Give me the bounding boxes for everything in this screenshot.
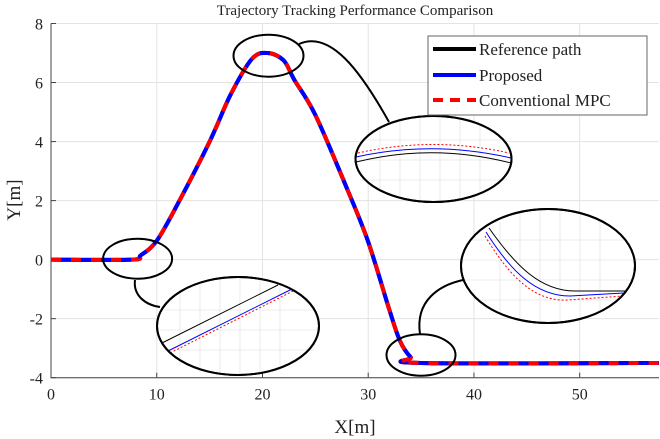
zoom-ellipse-end [385, 333, 457, 377]
x-tick-label: 40 [466, 387, 482, 404]
zoom-inset-peak [354, 115, 513, 203]
chart-title: Trajectory Tracking Performance Comparis… [217, 3, 494, 19]
zoom-connector-start [133, 279, 161, 308]
series-lines [50, 50, 660, 366]
zoom-annotation-peak [232, 33, 513, 203]
legend-item-mpc: Conventional MPC [433, 91, 611, 110]
x-axis-label: X[m] [334, 417, 375, 438]
zoom-connector-peak [298, 40, 390, 123]
y-tick-label: -2 [30, 312, 43, 329]
zoom-annotation-start [102, 237, 320, 376]
y-tick-label: 4 [35, 135, 43, 152]
series-line-conventional-mpc [50, 50, 660, 366]
tick-labels: 0 10 20 30 40 50 -4 -2 0 2 4 6 8 [30, 17, 588, 404]
x-tick-label: 30 [360, 387, 376, 404]
zoom-ellipse-peak [232, 33, 305, 78]
x-tick-label: 20 [254, 387, 270, 404]
legend: Reference path Proposed Conventional MPC [427, 35, 648, 116]
y-tick-label: 8 [35, 17, 43, 34]
zoom-inset-start [156, 276, 320, 376]
y-tick-label: 6 [35, 76, 43, 93]
zoom-ellipse-start [102, 237, 174, 280]
x-tick-label: 0 [47, 387, 55, 404]
legend-item-proposed: Proposed [433, 66, 543, 85]
axes-frame [50, 23, 659, 379]
zoom-annotation-end [385, 208, 636, 377]
legend-label-reference: Reference path [479, 40, 582, 59]
y-tick-label: -4 [30, 371, 43, 388]
y-tick-label: 0 [35, 253, 43, 270]
x-tick-label: 50 [572, 387, 588, 404]
y-tick-label: 2 [35, 194, 43, 211]
legend-item-reference: Reference path [433, 40, 582, 59]
zoom-inset-end [460, 208, 636, 324]
legend-label-mpc: Conventional MPC [479, 91, 611, 110]
zoom-connector-end [418, 279, 464, 335]
legend-label-proposed: Proposed [479, 66, 543, 85]
y-axis-label: Y[m] [4, 179, 25, 220]
x-tick-label: 10 [149, 387, 165, 404]
